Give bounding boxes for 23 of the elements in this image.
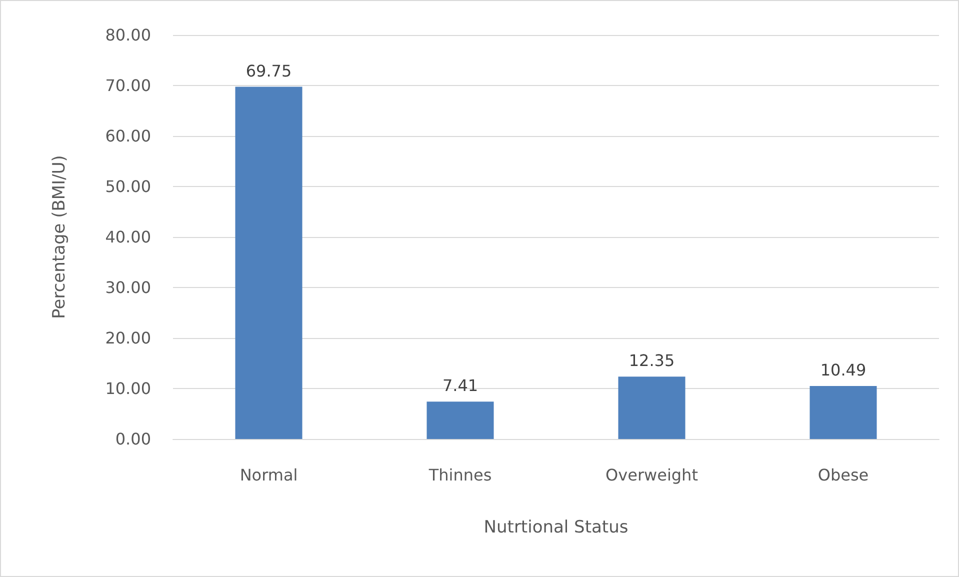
data-label: 12.35 xyxy=(628,351,675,370)
y-tick-label: 80.00 xyxy=(105,26,151,44)
x-tick-label: Obese xyxy=(818,466,869,484)
x-axis-title: Nutrtional Status xyxy=(484,518,628,538)
bar xyxy=(235,86,302,439)
y-tick-label: 70.00 xyxy=(105,76,151,95)
y-tick-label: 30.00 xyxy=(105,278,151,297)
bar xyxy=(810,386,877,439)
y-axis-title: Percentage (BMI/U) xyxy=(50,155,70,319)
x-tick-label: Overweight xyxy=(606,466,698,484)
bar xyxy=(618,376,686,439)
y-tick-label: 40.00 xyxy=(105,228,151,246)
x-tick-label: Thinnes xyxy=(428,466,492,484)
y-tick-label: 0.00 xyxy=(115,430,151,448)
x-tick-label: Normal xyxy=(240,466,298,484)
y-tick-label: 10.00 xyxy=(105,379,151,398)
bar xyxy=(426,402,494,439)
y-tick-label: 50.00 xyxy=(105,177,151,196)
data-label: 69.75 xyxy=(246,61,292,80)
y-tick-label: 20.00 xyxy=(105,328,151,348)
y-tick-label: 60.00 xyxy=(105,126,151,146)
data-label: 7.41 xyxy=(442,376,478,396)
data-label: 10.49 xyxy=(820,360,866,380)
